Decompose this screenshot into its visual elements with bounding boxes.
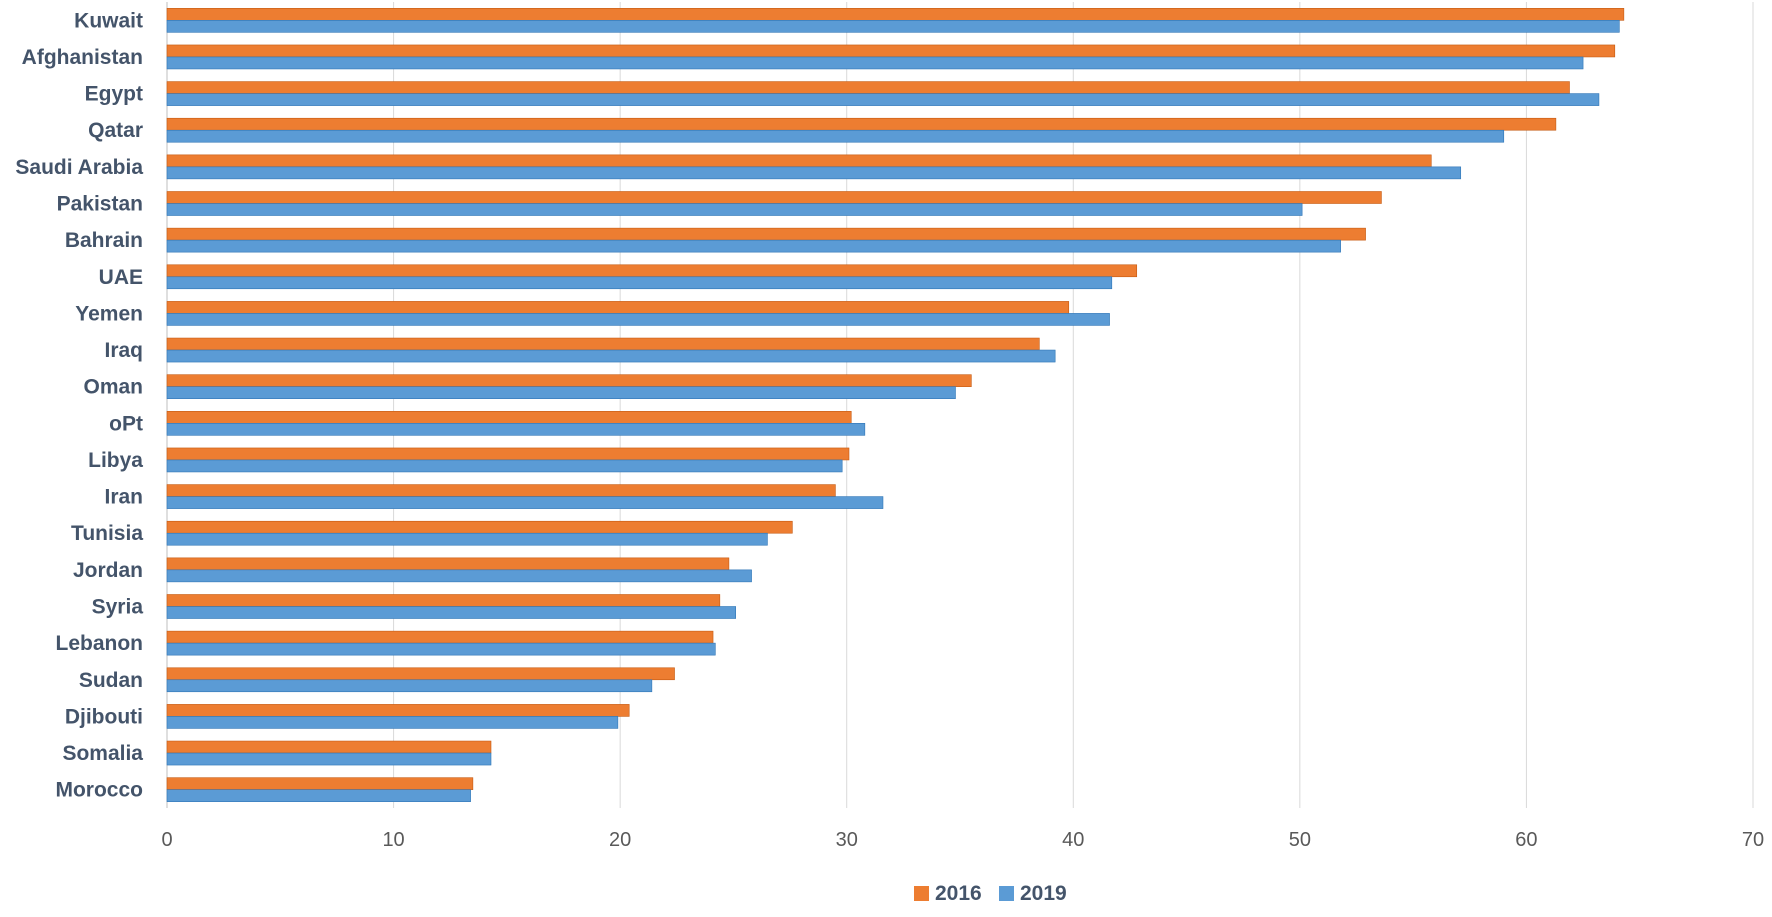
bar-2016-yemen (166, 301, 1070, 314)
bar-2016-morocco (166, 777, 474, 790)
x-tick-label-70: 70 (1742, 829, 1764, 851)
category-label-sudan: Sudan (79, 669, 143, 692)
category-label-iraq: Iraq (104, 339, 143, 362)
bar-2019-kuwait (166, 20, 1620, 33)
bar-2016-pakistan (166, 191, 1382, 204)
legend: 2016 2019 (914, 882, 1067, 905)
bar-2016-kuwait (166, 8, 1625, 21)
bar-2019-uae (166, 276, 1113, 290)
legend-label-2016: 2016 (935, 882, 982, 905)
bar-2016-sudan (166, 667, 675, 681)
category-label-iran: Iran (104, 486, 143, 509)
x-tick-label-10: 10 (382, 829, 404, 851)
bar-2019-oman (166, 386, 956, 399)
bar-2019-syria (166, 606, 736, 619)
bar-2016-opt (166, 411, 852, 424)
category-label-oman: Oman (83, 376, 143, 399)
category-label-opt: oPt (109, 412, 143, 435)
bar-2016-uae (166, 264, 1138, 278)
bar-2019-egypt (166, 93, 1600, 106)
bar-2016-saudi-arabia (166, 154, 1432, 168)
bar-2016-egypt (166, 81, 1570, 94)
x-tick-label-50: 50 (1289, 829, 1311, 851)
bar-2016-tunisia (166, 520, 793, 534)
category-label-lebanon: Lebanon (56, 632, 144, 655)
bar-2016-qatar (166, 117, 1557, 131)
category-label-morocco: Morocco (55, 779, 143, 802)
bars (166, 8, 1625, 802)
bar-2019-qatar (166, 129, 1505, 143)
category-label-egypt: Egypt (85, 83, 143, 106)
x-tick-label-40: 40 (1062, 829, 1084, 851)
x-tick-label-30: 30 (836, 829, 858, 851)
bar-2016-afghanistan (166, 44, 1616, 58)
bar-2016-somalia (166, 740, 492, 754)
bar-2016-iran (166, 484, 836, 497)
bar-2016-iraq (166, 337, 1040, 351)
x-tick-label-20: 20 (609, 829, 631, 851)
bar-2016-bahrain (166, 227, 1366, 241)
category-label-syria: Syria (92, 596, 144, 619)
bar-2016-libya (166, 447, 850, 461)
bar-2016-oman (166, 374, 972, 387)
category-label-saudi-arabia: Saudi Arabia (15, 156, 143, 179)
category-label-jordan: Jordan (73, 559, 143, 582)
bar-2019-somalia (166, 752, 492, 766)
category-label-bahrain: Bahrain (65, 229, 143, 252)
category-label-uae: UAE (99, 266, 143, 289)
bar-2019-djibouti (166, 716, 619, 729)
bar-2019-pakistan (166, 203, 1303, 216)
bar-2019-bahrain (166, 239, 1341, 253)
category-label-afghanistan: Afghanistan (22, 46, 143, 69)
bar-2019-tunisia (166, 532, 768, 546)
bar-2019-libya (166, 459, 843, 473)
category-label-libya: Libya (88, 449, 143, 472)
bar-2016-syria (166, 594, 721, 607)
bar-2016-djibouti (166, 704, 630, 717)
legend-label-2019: 2019 (1020, 882, 1067, 905)
bar-2019-lebanon (166, 642, 716, 656)
legend-swatch-2019 (999, 886, 1014, 901)
bar-2016-jordan (166, 557, 730, 571)
bar-2016-lebanon (166, 630, 714, 644)
x-axis-tick-labels: 0 10 20 30 40 50 60 70 (161, 829, 1764, 851)
bar-2019-jordan (166, 569, 752, 583)
bar-2019-yemen (166, 313, 1110, 326)
category-label-kuwait: Kuwait (74, 9, 143, 32)
bar-2019-iraq (166, 349, 1056, 363)
category-label-djibouti: Djibouti (65, 705, 143, 728)
x-tick-label-0: 0 (161, 829, 172, 851)
bar-2019-sudan (166, 679, 653, 693)
category-label-tunisia: Tunisia (71, 522, 143, 545)
category-label-pakistan: Pakistan (57, 193, 143, 216)
legend-swatch-2016 (914, 886, 929, 901)
bar-2019-afghanistan (166, 56, 1584, 70)
category-label-somalia: Somalia (62, 742, 143, 765)
bar-2019-morocco (166, 789, 471, 802)
bar-2019-opt (166, 423, 866, 436)
bar-2019-saudi-arabia (166, 166, 1462, 180)
category-label-yemen: Yemen (75, 302, 143, 325)
category-label-qatar: Qatar (88, 119, 143, 142)
x-tick-label-60: 60 (1515, 829, 1537, 851)
bar-2019-iran (166, 496, 884, 509)
category-labels: Kuwait Afghanistan Egypt Qatar Saudi Arabia P… (15, 9, 143, 801)
